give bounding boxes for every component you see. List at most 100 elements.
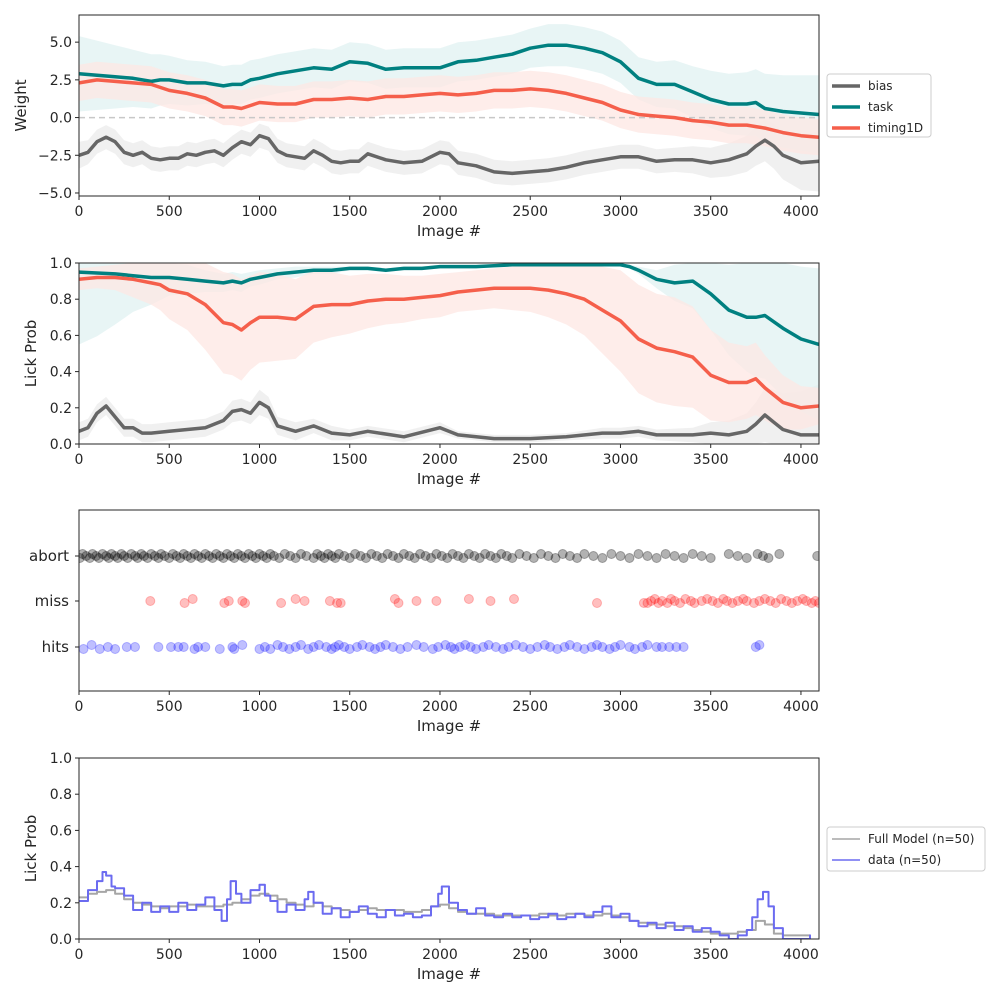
hits-point xyxy=(671,642,682,652)
hits-point xyxy=(121,642,132,652)
abort-point xyxy=(564,551,575,561)
x-tick-label: 2000 xyxy=(422,204,458,220)
hits-point xyxy=(545,642,556,652)
x-tick-label: 3500 xyxy=(693,204,729,220)
x-axis-label: Image # xyxy=(417,470,481,488)
miss-point xyxy=(237,596,248,606)
abort-point xyxy=(660,549,671,559)
hits-point xyxy=(110,644,121,654)
abort-point xyxy=(274,553,285,563)
abort-point xyxy=(103,553,114,563)
miss-point xyxy=(463,594,474,604)
hits-point xyxy=(314,640,324,650)
legend-entry: data (n=50) xyxy=(868,853,941,867)
hits-point xyxy=(449,644,460,654)
hits-point xyxy=(427,644,438,654)
hits-point xyxy=(460,640,471,650)
x-tick-label: 500 xyxy=(156,452,183,468)
miss-point xyxy=(675,598,685,608)
legend-entry: task xyxy=(868,100,893,114)
miss-point xyxy=(638,598,649,608)
abort-point xyxy=(122,553,133,563)
hits-point xyxy=(102,642,113,652)
abort-point xyxy=(182,551,193,561)
hits-point xyxy=(86,640,97,650)
abort-point xyxy=(110,551,121,561)
y-tick-label: −2.5 xyxy=(38,148,72,164)
abort-point xyxy=(149,551,160,561)
abort-point xyxy=(431,549,442,559)
abort-point xyxy=(521,551,532,561)
miss-point xyxy=(662,598,673,608)
abort-point xyxy=(222,549,232,559)
abort-point xyxy=(705,553,716,563)
hits-point xyxy=(490,642,501,652)
x-tick-label: 0 xyxy=(75,452,84,468)
hits-point xyxy=(539,640,550,650)
axes-frame xyxy=(78,262,820,445)
y-tick-label: 0.6 xyxy=(50,328,72,344)
hits-point xyxy=(364,642,375,652)
abort-point xyxy=(458,553,469,563)
miss-point xyxy=(786,598,797,608)
abort-point xyxy=(79,549,88,559)
hits-point xyxy=(637,642,648,652)
y-tick-label: 1.0 xyxy=(50,256,72,272)
hits-point xyxy=(678,642,689,652)
outcome-scatter-panel: 0 500 1000 1500 2000 2500 3000 3500 4000 Image # a… xyxy=(29,509,820,735)
y-tick-label: 0.2 xyxy=(50,401,72,417)
hits-point xyxy=(750,642,761,652)
abort-point xyxy=(164,553,175,563)
abort-point xyxy=(250,553,261,563)
hits-point xyxy=(214,644,225,654)
hits-point xyxy=(510,640,521,650)
miss-point xyxy=(707,596,718,606)
miss-point xyxy=(696,596,707,606)
miss-point xyxy=(806,598,817,608)
axes-frame xyxy=(78,14,820,197)
hits-point xyxy=(333,640,344,650)
legend-entry: Full Model (n=50) xyxy=(868,832,974,846)
legend-entry: timing1D xyxy=(868,121,923,135)
abort-point xyxy=(572,553,583,563)
x-tick-label: 3000 xyxy=(603,699,639,715)
x-tick-label: 2000 xyxy=(422,699,458,715)
abort-point xyxy=(501,551,512,561)
abort-point xyxy=(136,549,147,559)
abort-point xyxy=(225,551,236,561)
abort-point xyxy=(415,549,426,559)
abort-point xyxy=(528,553,539,563)
x-tick-label: 2500 xyxy=(512,204,548,220)
miss-point xyxy=(680,594,691,604)
abort-point xyxy=(579,549,590,559)
hits-point xyxy=(352,642,362,652)
hits-point xyxy=(200,642,211,652)
abort-point xyxy=(536,549,546,559)
abort-point xyxy=(393,553,404,563)
x-tick-label: 2500 xyxy=(512,699,548,715)
y-tick-label: 0.0 xyxy=(50,437,72,453)
miss-point xyxy=(749,598,759,608)
hits-point xyxy=(478,642,489,652)
hits-point xyxy=(79,644,89,654)
abort-point xyxy=(669,551,680,561)
plot-area xyxy=(79,24,819,192)
hits-point xyxy=(433,642,444,652)
series-task-band xyxy=(79,24,819,154)
abort-point xyxy=(211,549,222,559)
x-tick-label: 1000 xyxy=(242,204,278,220)
abort-point xyxy=(723,549,734,559)
miss-point xyxy=(431,596,442,606)
abort-point xyxy=(196,553,207,563)
abort-point xyxy=(763,553,774,563)
y-category-label: hits xyxy=(42,638,70,656)
abort-point xyxy=(606,549,617,559)
x-tick-label: 2500 xyxy=(512,947,548,963)
series-data-n-50--line xyxy=(79,871,811,939)
abort-point xyxy=(496,549,507,559)
hits-point xyxy=(664,642,675,652)
miss-point xyxy=(718,594,729,604)
abort-point xyxy=(132,553,143,563)
x-tick-label: 2000 xyxy=(422,452,458,468)
hits-point xyxy=(615,640,626,650)
